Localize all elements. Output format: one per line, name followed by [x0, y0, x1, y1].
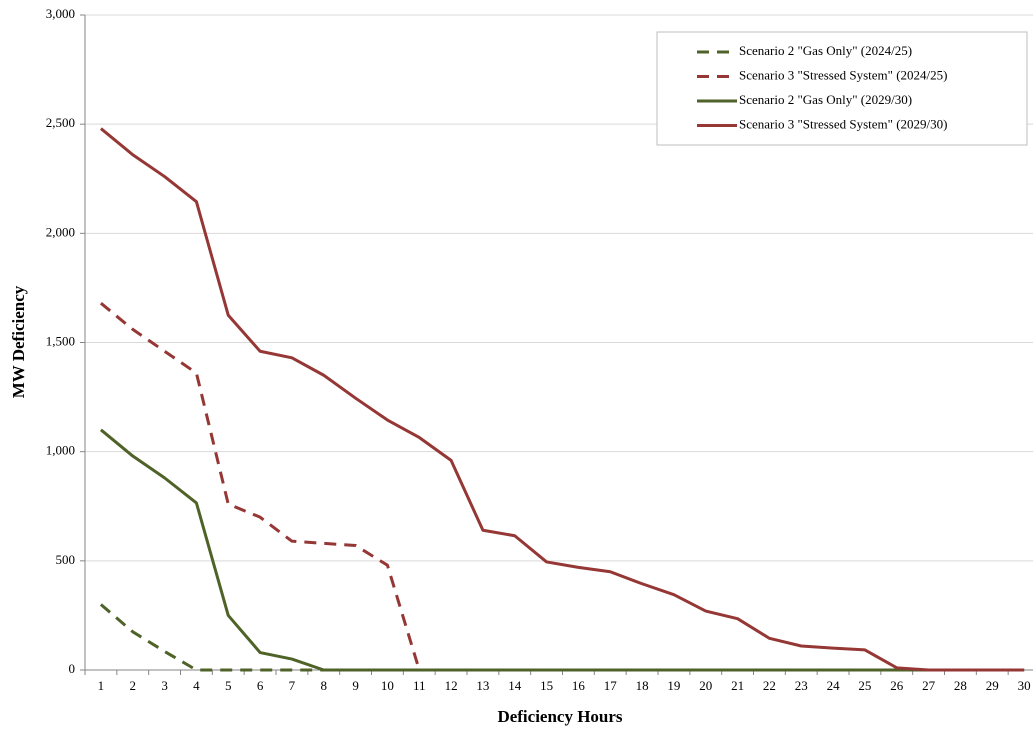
legend-label: Scenario 3 "Stressed System" (2024/25)	[739, 67, 947, 82]
x-tick-label: 7	[289, 678, 296, 693]
x-tick-label: 13	[476, 678, 489, 693]
x-tick-label: 26	[890, 678, 904, 693]
x-tick-label: 21	[731, 678, 744, 693]
x-tick-label: 1	[98, 678, 105, 693]
x-tick-label: 16	[572, 678, 586, 693]
x-tick-label: 29	[986, 678, 999, 693]
y-axis-title: MW Deficiency	[9, 285, 28, 398]
series-line	[99, 127, 1025, 672]
x-tick-label: 20	[699, 678, 712, 693]
x-tick-label: 14	[508, 678, 522, 693]
x-axis-title: Deficiency Hours	[497, 707, 622, 726]
x-tick-label: 30	[1018, 678, 1031, 693]
legend: Scenario 2 "Gas Only" (2024/25) Scenario …	[656, 31, 1028, 146]
x-tick-label: 8	[321, 678, 328, 693]
y-tick-label: 500	[56, 552, 76, 567]
y-tick-label: 0	[69, 661, 76, 676]
y-tick-label: 2,000	[46, 224, 75, 239]
x-tick-label: 9	[352, 678, 359, 693]
x-tick-label: 2	[130, 678, 137, 693]
x-tick-label: 15	[540, 678, 553, 693]
y-tick-label: 2,500	[46, 115, 75, 130]
y-tick-label: 3,000	[46, 6, 75, 21]
x-tick-label: 12	[445, 678, 458, 693]
x-tick-label: 28	[954, 678, 967, 693]
x-tick-label: 18	[636, 678, 649, 693]
x-tick-label: 6	[257, 678, 264, 693]
x-tick-label: 19	[667, 678, 680, 693]
x-tick-label: 11	[413, 678, 426, 693]
x-tick-label: 17	[604, 678, 618, 693]
x-tick-label: 27	[922, 678, 936, 693]
legend-label: Scenario 2 "Gas Only" (2024/25)	[739, 43, 912, 58]
y-tick-label: 1,500	[46, 333, 75, 348]
x-tick-label: 5	[225, 678, 232, 693]
x-tick-label: 22	[763, 678, 776, 693]
x-tick-label: 3	[161, 678, 168, 693]
legend-label: Scenario 2 "Gas Only" (2029/30)	[739, 92, 912, 107]
series-line	[99, 302, 1025, 672]
x-tick-label: 4	[193, 678, 200, 693]
x-tick-label: 10	[381, 678, 394, 693]
series-line	[99, 428, 1025, 672]
x-tick-label: 25	[858, 678, 871, 693]
legend-label: Scenario 3 "Stressed System" (2029/30)	[739, 116, 947, 131]
x-tick-label: 23	[795, 678, 808, 693]
x-tick-label: 24	[827, 678, 841, 693]
y-tick-label: 1,000	[46, 443, 75, 458]
